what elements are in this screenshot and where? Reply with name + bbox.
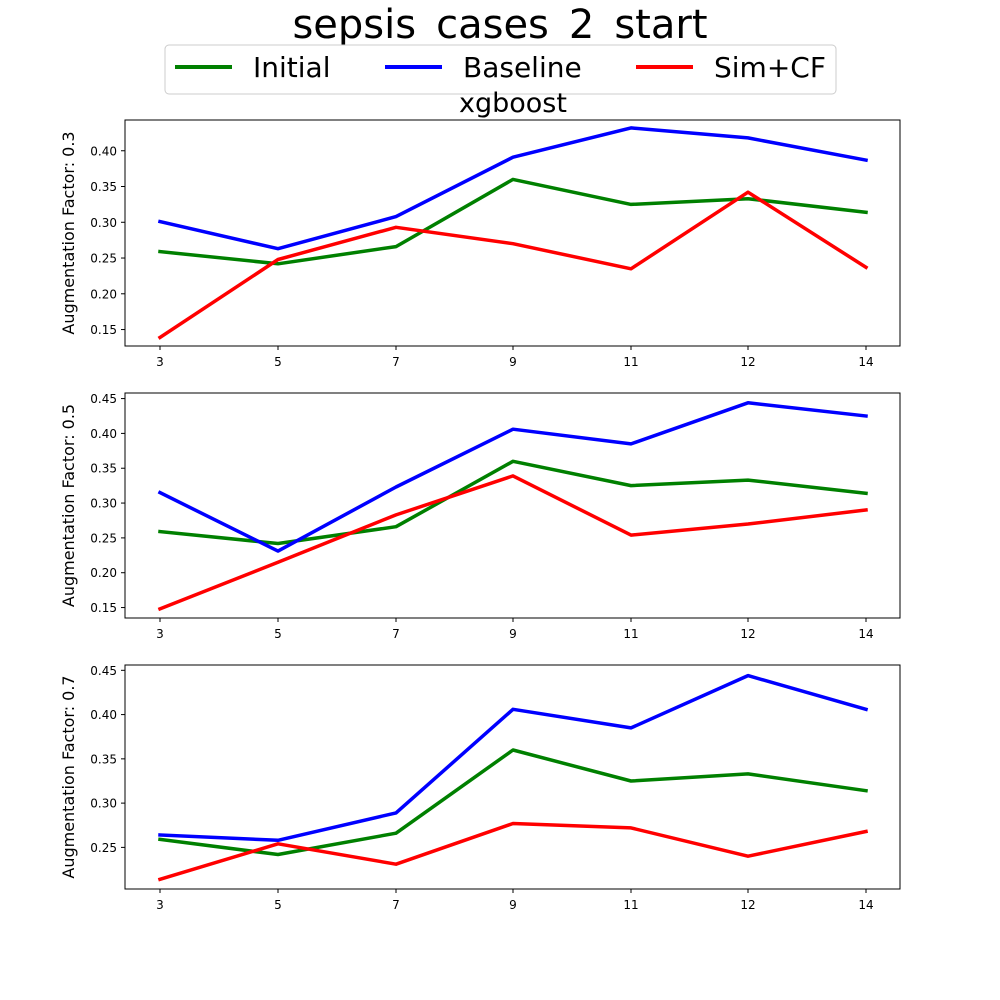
- legend: Initial Baseline Sim+CF: [164, 44, 837, 95]
- x-tick-label: 5: [274, 355, 282, 369]
- series-line-sim-cf: [157, 190, 869, 340]
- x-tick-label: 11: [623, 898, 638, 912]
- series-line-sim-cf: [157, 474, 868, 612]
- y-tick-label: 0.30: [90, 216, 117, 230]
- legend-item-baseline: Baseline: [385, 51, 582, 84]
- chart-title: sepsis_cases_2_start: [292, 2, 707, 48]
- x-tick-label: 3: [156, 627, 164, 641]
- y-tick-label: 0.45: [90, 392, 117, 406]
- series-line-baseline: [157, 401, 868, 553]
- series-line-initial: [158, 748, 868, 857]
- x-tick-label: 9: [509, 627, 517, 641]
- y-tick-label: 0.35: [90, 180, 117, 194]
- x-tick-label: 9: [509, 898, 517, 912]
- x-tick-label: 7: [392, 355, 400, 369]
- x-tick-label: 3: [156, 898, 164, 912]
- y-tick-label: 0.40: [90, 708, 117, 722]
- y-tick-label: 0.35: [90, 752, 117, 766]
- x-tick-label: 14: [858, 355, 873, 369]
- series-line-baseline: [158, 673, 869, 843]
- x-tick-label: 12: [740, 355, 755, 369]
- x-tick-label: 11: [623, 627, 638, 641]
- series-line-initial: [158, 459, 868, 546]
- legend-item-sim-cf: Sim+CF: [636, 51, 826, 84]
- series-line-sim-cf: [157, 821, 869, 882]
- x-tick-label: 11: [623, 355, 638, 369]
- legend-item-initial: Initial: [175, 51, 330, 84]
- x-tick-label: 12: [740, 627, 755, 641]
- y-tick-label: 0.30: [90, 497, 117, 511]
- legend-label: Baseline: [463, 51, 582, 84]
- y-tick-label: 0.35: [90, 462, 117, 476]
- y-tick-label: 0.45: [90, 664, 117, 678]
- x-tick-label: 7: [392, 627, 400, 641]
- series-line-baseline: [157, 126, 869, 251]
- y-tick-label: 0.25: [90, 841, 117, 855]
- panel-3: 3 5 7 9 11 12 14 0.25 0.30 0.35 0.40 0.45 Augmentati…: [59, 664, 901, 912]
- x-tick-label: 3: [156, 355, 164, 369]
- y-tick-label: 0.20: [90, 287, 117, 301]
- series-line-initial: [158, 177, 868, 266]
- x-tick-label: 14: [858, 627, 873, 641]
- x-tick-label: 14: [858, 898, 873, 912]
- x-tick-label: 5: [274, 898, 282, 912]
- y-axis-label: Augmentation Factor: 0.3: [59, 131, 78, 334]
- y-tick-label: 0.25: [90, 531, 117, 545]
- y-tick-label: 0.30: [90, 797, 117, 811]
- x-tick-label: 5: [274, 627, 282, 641]
- y-axis-label: Augmentation Factor: 0.5: [59, 404, 78, 607]
- y-axis-label: Augmentation Factor: 0.7: [59, 675, 78, 878]
- panel-1: 3 5 7 9 11 12 14 0.15 0.20 0.25 0.30 0.35 0.40 Augmen…: [59, 119, 901, 369]
- y-tick-label: 0.20: [90, 566, 117, 580]
- x-tick-label: 7: [392, 898, 400, 912]
- legend-label: Initial: [253, 51, 330, 84]
- y-tick-label: 0.15: [90, 323, 117, 337]
- y-tick-label: 0.25: [90, 252, 117, 266]
- chart-subtitle: xgboost: [459, 88, 567, 119]
- y-tick-label: 0.40: [90, 427, 117, 441]
- y-tick-label: 0.15: [90, 601, 117, 615]
- x-tick-label: 9: [509, 355, 517, 369]
- legend-label: Sim+CF: [714, 51, 826, 84]
- x-tick-label: 12: [740, 898, 755, 912]
- y-tick-label: 0.40: [90, 144, 117, 158]
- panel-2: 3 5 7 9 11 12 14 0.15 0.20 0.25 0.30 0.35 0.40 0.45 Au…: [59, 392, 901, 641]
